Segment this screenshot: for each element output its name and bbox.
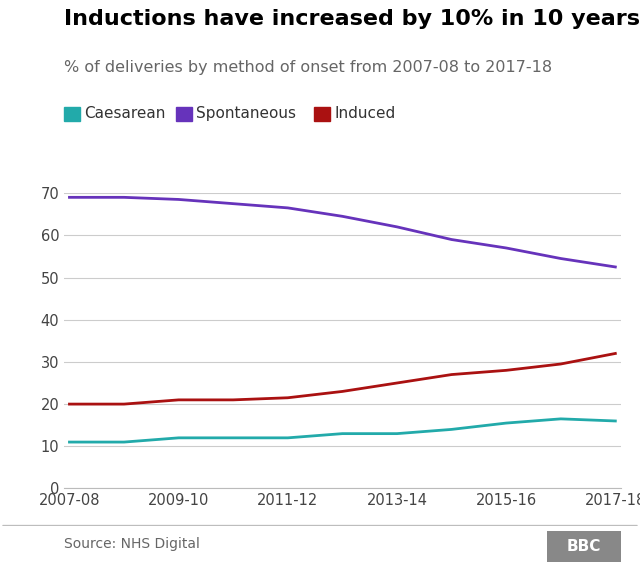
- Text: Induced: Induced: [334, 106, 396, 121]
- Text: Spontaneous: Spontaneous: [196, 106, 296, 121]
- Text: BBC: BBC: [567, 539, 601, 554]
- Text: Source: NHS Digital: Source: NHS Digital: [64, 537, 200, 551]
- Text: Inductions have increased by 10% in 10 years: Inductions have increased by 10% in 10 y…: [64, 9, 640, 28]
- Text: % of deliveries by method of onset from 2007-08 to 2017-18: % of deliveries by method of onset from …: [64, 60, 552, 74]
- Text: Caesarean: Caesarean: [84, 106, 166, 121]
